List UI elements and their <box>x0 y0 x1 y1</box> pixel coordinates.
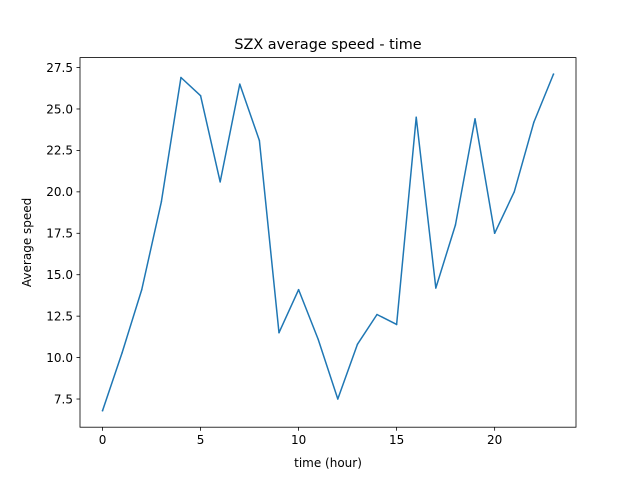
data-point <box>121 351 123 354</box>
x-tick-label: 5 <box>197 433 205 447</box>
data-point <box>337 398 339 400</box>
x-tick-label: 20 <box>487 433 502 447</box>
data-points <box>101 73 555 412</box>
data-point <box>219 181 221 183</box>
plot-frame <box>79 57 577 428</box>
y-tick-label: 17.5 <box>46 227 73 241</box>
data-point <box>101 409 104 412</box>
data-point <box>356 343 359 346</box>
y-tick-label: 25.0 <box>46 102 73 116</box>
chart-title: SZX average speed - time <box>234 37 421 53</box>
data-point <box>552 73 555 75</box>
data-point <box>258 139 261 142</box>
data-point <box>376 313 378 316</box>
y-tick-label: 15.0 <box>46 268 73 282</box>
x-tick-label: 15 <box>389 433 404 447</box>
x-axis-ticks: 0 5 10 15 20 <box>99 427 502 447</box>
y-tick-label: 12.5 <box>46 309 73 323</box>
x-tick-label: 10 <box>291 433 306 447</box>
data-point <box>317 338 319 341</box>
x-tick-label: 0 <box>99 433 107 447</box>
data-point <box>435 287 437 289</box>
data-point <box>278 331 280 334</box>
y-tick-label: 7.5 <box>54 392 73 406</box>
data-point <box>533 121 535 123</box>
series-line-szx <box>101 73 555 412</box>
data-point <box>199 94 202 97</box>
data-point <box>493 232 496 235</box>
data-point <box>513 191 515 193</box>
data-point <box>297 288 300 291</box>
y-tick-label: 10.0 <box>46 351 73 365</box>
data-point <box>474 118 476 120</box>
x-axis-label: time (hour) <box>294 456 362 470</box>
y-tick-label: 27.5 <box>46 61 73 75</box>
y-tick-label: 22.5 <box>46 144 73 158</box>
data-point <box>180 76 182 79</box>
data-point <box>141 288 143 291</box>
data-point <box>239 83 241 85</box>
y-axis-label: Average speed <box>20 198 34 287</box>
data-point <box>454 224 457 226</box>
data-point <box>160 201 163 203</box>
data-point <box>395 323 398 326</box>
y-tick-label: 20.0 <box>46 185 73 199</box>
y-axis-ticks: 7.5 10.0 12.5 15.0 17.5 20.0 22.5 25.0 27.5 <box>46 61 80 406</box>
data-point <box>415 116 417 119</box>
